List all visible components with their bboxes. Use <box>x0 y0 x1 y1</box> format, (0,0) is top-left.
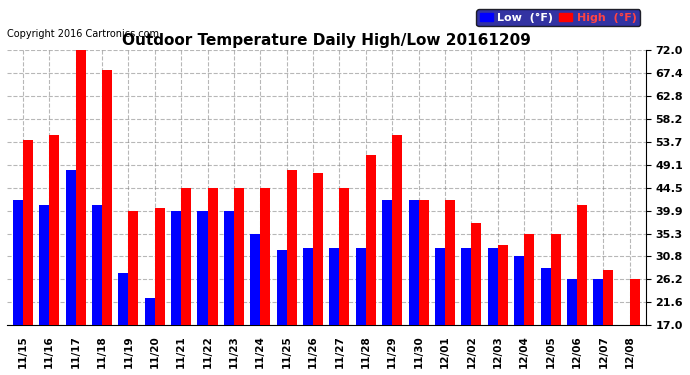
Bar <box>286 171 297 326</box>
Bar <box>392 135 402 326</box>
Bar <box>66 171 76 326</box>
Bar <box>313 173 323 326</box>
Bar <box>488 248 497 326</box>
Bar <box>260 188 270 326</box>
Bar <box>181 188 191 326</box>
Legend: Low  (°F), High  (°F): Low (°F), High (°F) <box>476 9 640 26</box>
Bar <box>23 141 33 326</box>
Bar <box>445 201 455 326</box>
Bar <box>12 201 23 326</box>
Bar <box>540 268 551 326</box>
Bar <box>524 234 534 326</box>
Bar <box>603 270 613 326</box>
Bar <box>303 248 313 326</box>
Bar <box>49 135 59 326</box>
Bar <box>497 246 508 326</box>
Bar <box>102 70 112 326</box>
Bar <box>577 206 587 326</box>
Bar <box>630 279 640 326</box>
Bar <box>471 223 482 326</box>
Bar <box>567 279 577 326</box>
Bar <box>234 188 244 326</box>
Bar <box>329 248 339 326</box>
Bar <box>419 201 428 326</box>
Bar <box>382 201 392 326</box>
Bar <box>339 188 350 326</box>
Bar <box>128 211 139 326</box>
Bar <box>208 188 217 326</box>
Bar <box>366 156 376 326</box>
Bar <box>462 248 471 326</box>
Bar <box>76 51 86 326</box>
Bar <box>551 234 560 326</box>
Bar <box>593 279 603 326</box>
Bar <box>197 211 208 326</box>
Bar <box>155 208 165 326</box>
Bar <box>514 256 524 326</box>
Bar <box>92 206 102 326</box>
Bar <box>408 201 419 326</box>
Bar <box>250 234 260 326</box>
Bar <box>118 273 128 326</box>
Text: Copyright 2016 Cartronics.com: Copyright 2016 Cartronics.com <box>7 30 159 39</box>
Bar <box>145 298 155 326</box>
Bar <box>171 211 181 326</box>
Bar <box>277 251 286 326</box>
Bar <box>39 206 49 326</box>
Bar <box>435 248 445 326</box>
Bar <box>356 248 366 326</box>
Title: Outdoor Temperature Daily High/Low 20161209: Outdoor Temperature Daily High/Low 20161… <box>122 33 531 48</box>
Bar <box>224 211 234 326</box>
